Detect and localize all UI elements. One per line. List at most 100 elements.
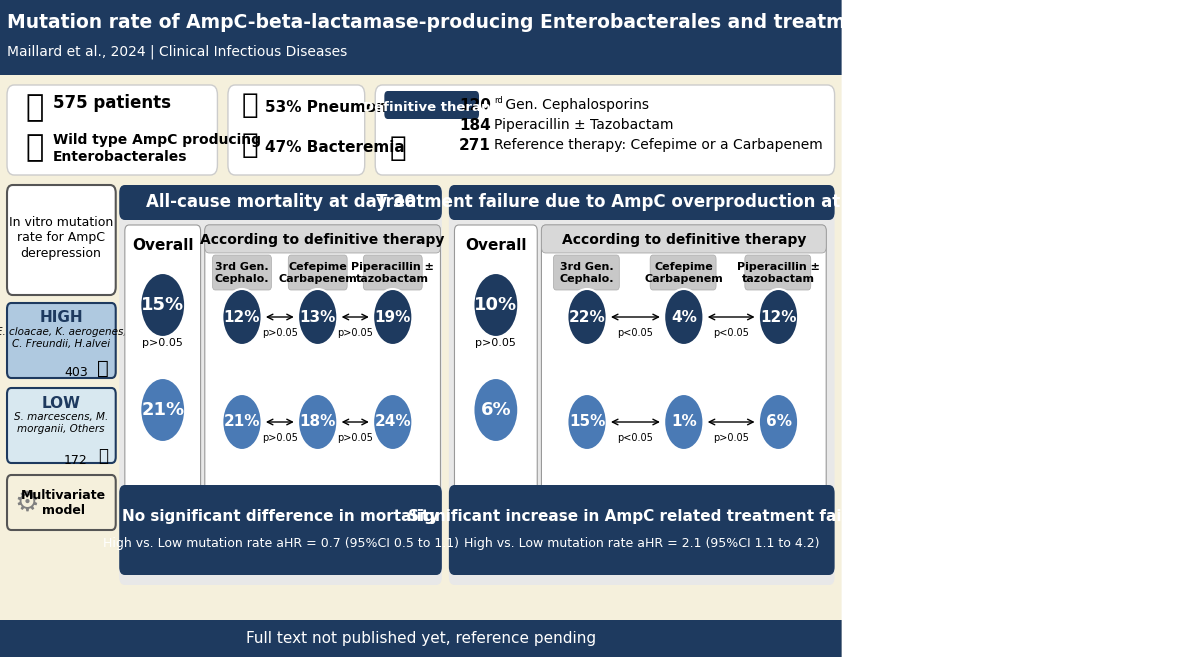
FancyBboxPatch shape bbox=[745, 255, 811, 290]
Text: Multivariate
model: Multivariate model bbox=[20, 489, 106, 517]
FancyBboxPatch shape bbox=[449, 185, 835, 585]
FancyBboxPatch shape bbox=[119, 485, 442, 575]
Text: 21%: 21% bbox=[223, 415, 260, 430]
Text: According to definitive therapy: According to definitive therapy bbox=[200, 233, 445, 247]
Text: 53% Pneumonia: 53% Pneumonia bbox=[265, 101, 403, 116]
FancyBboxPatch shape bbox=[7, 85, 217, 175]
Text: Mutation rate of AmpC-beta-lactamase-producing Enterobacterales and treatment in: Mutation rate of AmpC-beta-lactamase-pro… bbox=[7, 12, 1200, 32]
Circle shape bbox=[568, 394, 607, 450]
FancyBboxPatch shape bbox=[228, 85, 365, 175]
Text: p>0.05: p>0.05 bbox=[143, 338, 184, 348]
Text: ⚙: ⚙ bbox=[14, 489, 40, 517]
Text: 271: 271 bbox=[460, 137, 491, 152]
Circle shape bbox=[140, 273, 185, 337]
Text: 6%: 6% bbox=[480, 401, 511, 419]
Circle shape bbox=[568, 289, 607, 345]
FancyBboxPatch shape bbox=[288, 255, 347, 290]
FancyBboxPatch shape bbox=[7, 303, 115, 378]
FancyBboxPatch shape bbox=[205, 225, 440, 515]
FancyBboxPatch shape bbox=[0, 620, 841, 657]
Text: 21%: 21% bbox=[142, 401, 185, 419]
Text: All-cause mortality at day 30: All-cause mortality at day 30 bbox=[145, 193, 415, 211]
FancyBboxPatch shape bbox=[205, 225, 440, 253]
Text: 172: 172 bbox=[64, 453, 88, 466]
Text: Piperacillin ±
tazobactam: Piperacillin ± tazobactam bbox=[352, 262, 434, 284]
FancyBboxPatch shape bbox=[384, 91, 479, 119]
Text: p<0.05: p<0.05 bbox=[618, 433, 653, 443]
Text: Enterobacterales: Enterobacterales bbox=[53, 150, 187, 164]
Text: 47% Bacteremia: 47% Bacteremia bbox=[265, 141, 404, 156]
Text: rd: rd bbox=[493, 96, 503, 105]
FancyBboxPatch shape bbox=[119, 185, 442, 585]
Text: Cefepime
Carbapenem: Cefepime Carbapenem bbox=[278, 262, 358, 284]
Text: In vitro mutation
rate for AmpC
derepression: In vitro mutation rate for AmpC derepres… bbox=[8, 217, 113, 260]
Text: 💧: 💧 bbox=[242, 131, 258, 159]
Text: 👥: 👥 bbox=[26, 93, 44, 122]
Text: 12%: 12% bbox=[223, 309, 260, 325]
Text: Maillard et al., 2024 | Clinical Infectious Diseases: Maillard et al., 2024 | Clinical Infecti… bbox=[7, 45, 347, 59]
Text: 15%: 15% bbox=[569, 415, 605, 430]
Circle shape bbox=[758, 394, 798, 450]
FancyBboxPatch shape bbox=[449, 185, 835, 220]
Circle shape bbox=[298, 394, 337, 450]
Text: p>0.05: p>0.05 bbox=[262, 328, 298, 338]
FancyBboxPatch shape bbox=[449, 485, 835, 575]
FancyBboxPatch shape bbox=[541, 225, 826, 253]
Text: p>0.05: p>0.05 bbox=[475, 338, 516, 348]
Circle shape bbox=[222, 394, 262, 450]
FancyBboxPatch shape bbox=[455, 225, 538, 515]
Text: 24%: 24% bbox=[374, 415, 412, 430]
Text: 💉: 💉 bbox=[389, 134, 406, 162]
Circle shape bbox=[474, 378, 518, 442]
Circle shape bbox=[474, 273, 518, 337]
Text: p>0.05: p>0.05 bbox=[262, 433, 298, 443]
Text: 403: 403 bbox=[64, 365, 88, 378]
Text: High vs. Low mutation rate aHR = 2.1 (95%CI 1.1 to 4.2): High vs. Low mutation rate aHR = 2.1 (95… bbox=[464, 537, 820, 549]
Text: Piperacillin ± Tazobactam: Piperacillin ± Tazobactam bbox=[493, 118, 673, 132]
Text: 10%: 10% bbox=[474, 296, 517, 314]
Text: p>0.05: p>0.05 bbox=[337, 328, 373, 338]
Text: Cefepime
Carbapenem: Cefepime Carbapenem bbox=[644, 262, 724, 284]
FancyBboxPatch shape bbox=[125, 225, 200, 515]
Text: Overall: Overall bbox=[466, 237, 527, 252]
Text: 13%: 13% bbox=[300, 309, 336, 325]
Text: Gen. Cephalosporins: Gen. Cephalosporins bbox=[502, 98, 649, 112]
Text: No significant difference in mortality: No significant difference in mortality bbox=[122, 509, 439, 524]
FancyBboxPatch shape bbox=[376, 85, 835, 175]
Circle shape bbox=[373, 289, 413, 345]
Text: p<0.05: p<0.05 bbox=[713, 328, 749, 338]
Text: 3rd Gen.
Cephalo.: 3rd Gen. Cephalo. bbox=[559, 262, 614, 284]
Text: Wild type AmpC producing: Wild type AmpC producing bbox=[53, 133, 260, 147]
FancyBboxPatch shape bbox=[0, 75, 841, 657]
Text: High vs. Low mutation rate aHR = 0.7 (95%CI 0.5 to 1.1): High vs. Low mutation rate aHR = 0.7 (95… bbox=[102, 537, 458, 549]
Text: HIGH: HIGH bbox=[40, 311, 83, 325]
FancyBboxPatch shape bbox=[650, 255, 716, 290]
FancyBboxPatch shape bbox=[7, 475, 115, 530]
Text: p>0.05: p>0.05 bbox=[337, 433, 373, 443]
Text: 18%: 18% bbox=[300, 415, 336, 430]
Text: 3rd Gen.
Cephalo.: 3rd Gen. Cephalo. bbox=[215, 262, 269, 284]
Text: According to definitive therapy: According to definitive therapy bbox=[562, 233, 806, 247]
Text: 15%: 15% bbox=[142, 296, 185, 314]
Text: 🚶: 🚶 bbox=[98, 447, 108, 465]
Text: E. cloacae, K. aerogenes,
C. Freundii, H.alvei: E. cloacae, K. aerogenes, C. Freundii, H… bbox=[0, 327, 126, 349]
Text: 184: 184 bbox=[460, 118, 491, 133]
Text: Significant increase in AmpC related treatment failure: Significant increase in AmpC related tre… bbox=[408, 509, 876, 524]
Text: 120: 120 bbox=[460, 97, 491, 112]
Text: Treatment failure due to AmpC overproduction at day 30: Treatment failure due to AmpC overproduc… bbox=[376, 193, 908, 211]
Circle shape bbox=[373, 394, 413, 450]
Circle shape bbox=[222, 289, 262, 345]
FancyBboxPatch shape bbox=[364, 255, 422, 290]
Text: p<0.05: p<0.05 bbox=[618, 328, 653, 338]
FancyBboxPatch shape bbox=[7, 185, 115, 295]
Text: 1%: 1% bbox=[671, 415, 697, 430]
Text: S. marcescens, M.
morganii, Others: S. marcescens, M. morganii, Others bbox=[14, 412, 108, 434]
Text: 19%: 19% bbox=[374, 309, 410, 325]
Text: p>0.05: p>0.05 bbox=[713, 433, 749, 443]
Text: 575 patients: 575 patients bbox=[53, 94, 170, 112]
FancyBboxPatch shape bbox=[119, 185, 442, 220]
Text: 🦠: 🦠 bbox=[26, 133, 44, 162]
Text: 6%: 6% bbox=[766, 415, 792, 430]
Text: Reference therapy: Cefepime or a Carbapenem: Reference therapy: Cefepime or a Carbape… bbox=[493, 138, 822, 152]
Text: 🫁: 🫁 bbox=[242, 91, 258, 119]
